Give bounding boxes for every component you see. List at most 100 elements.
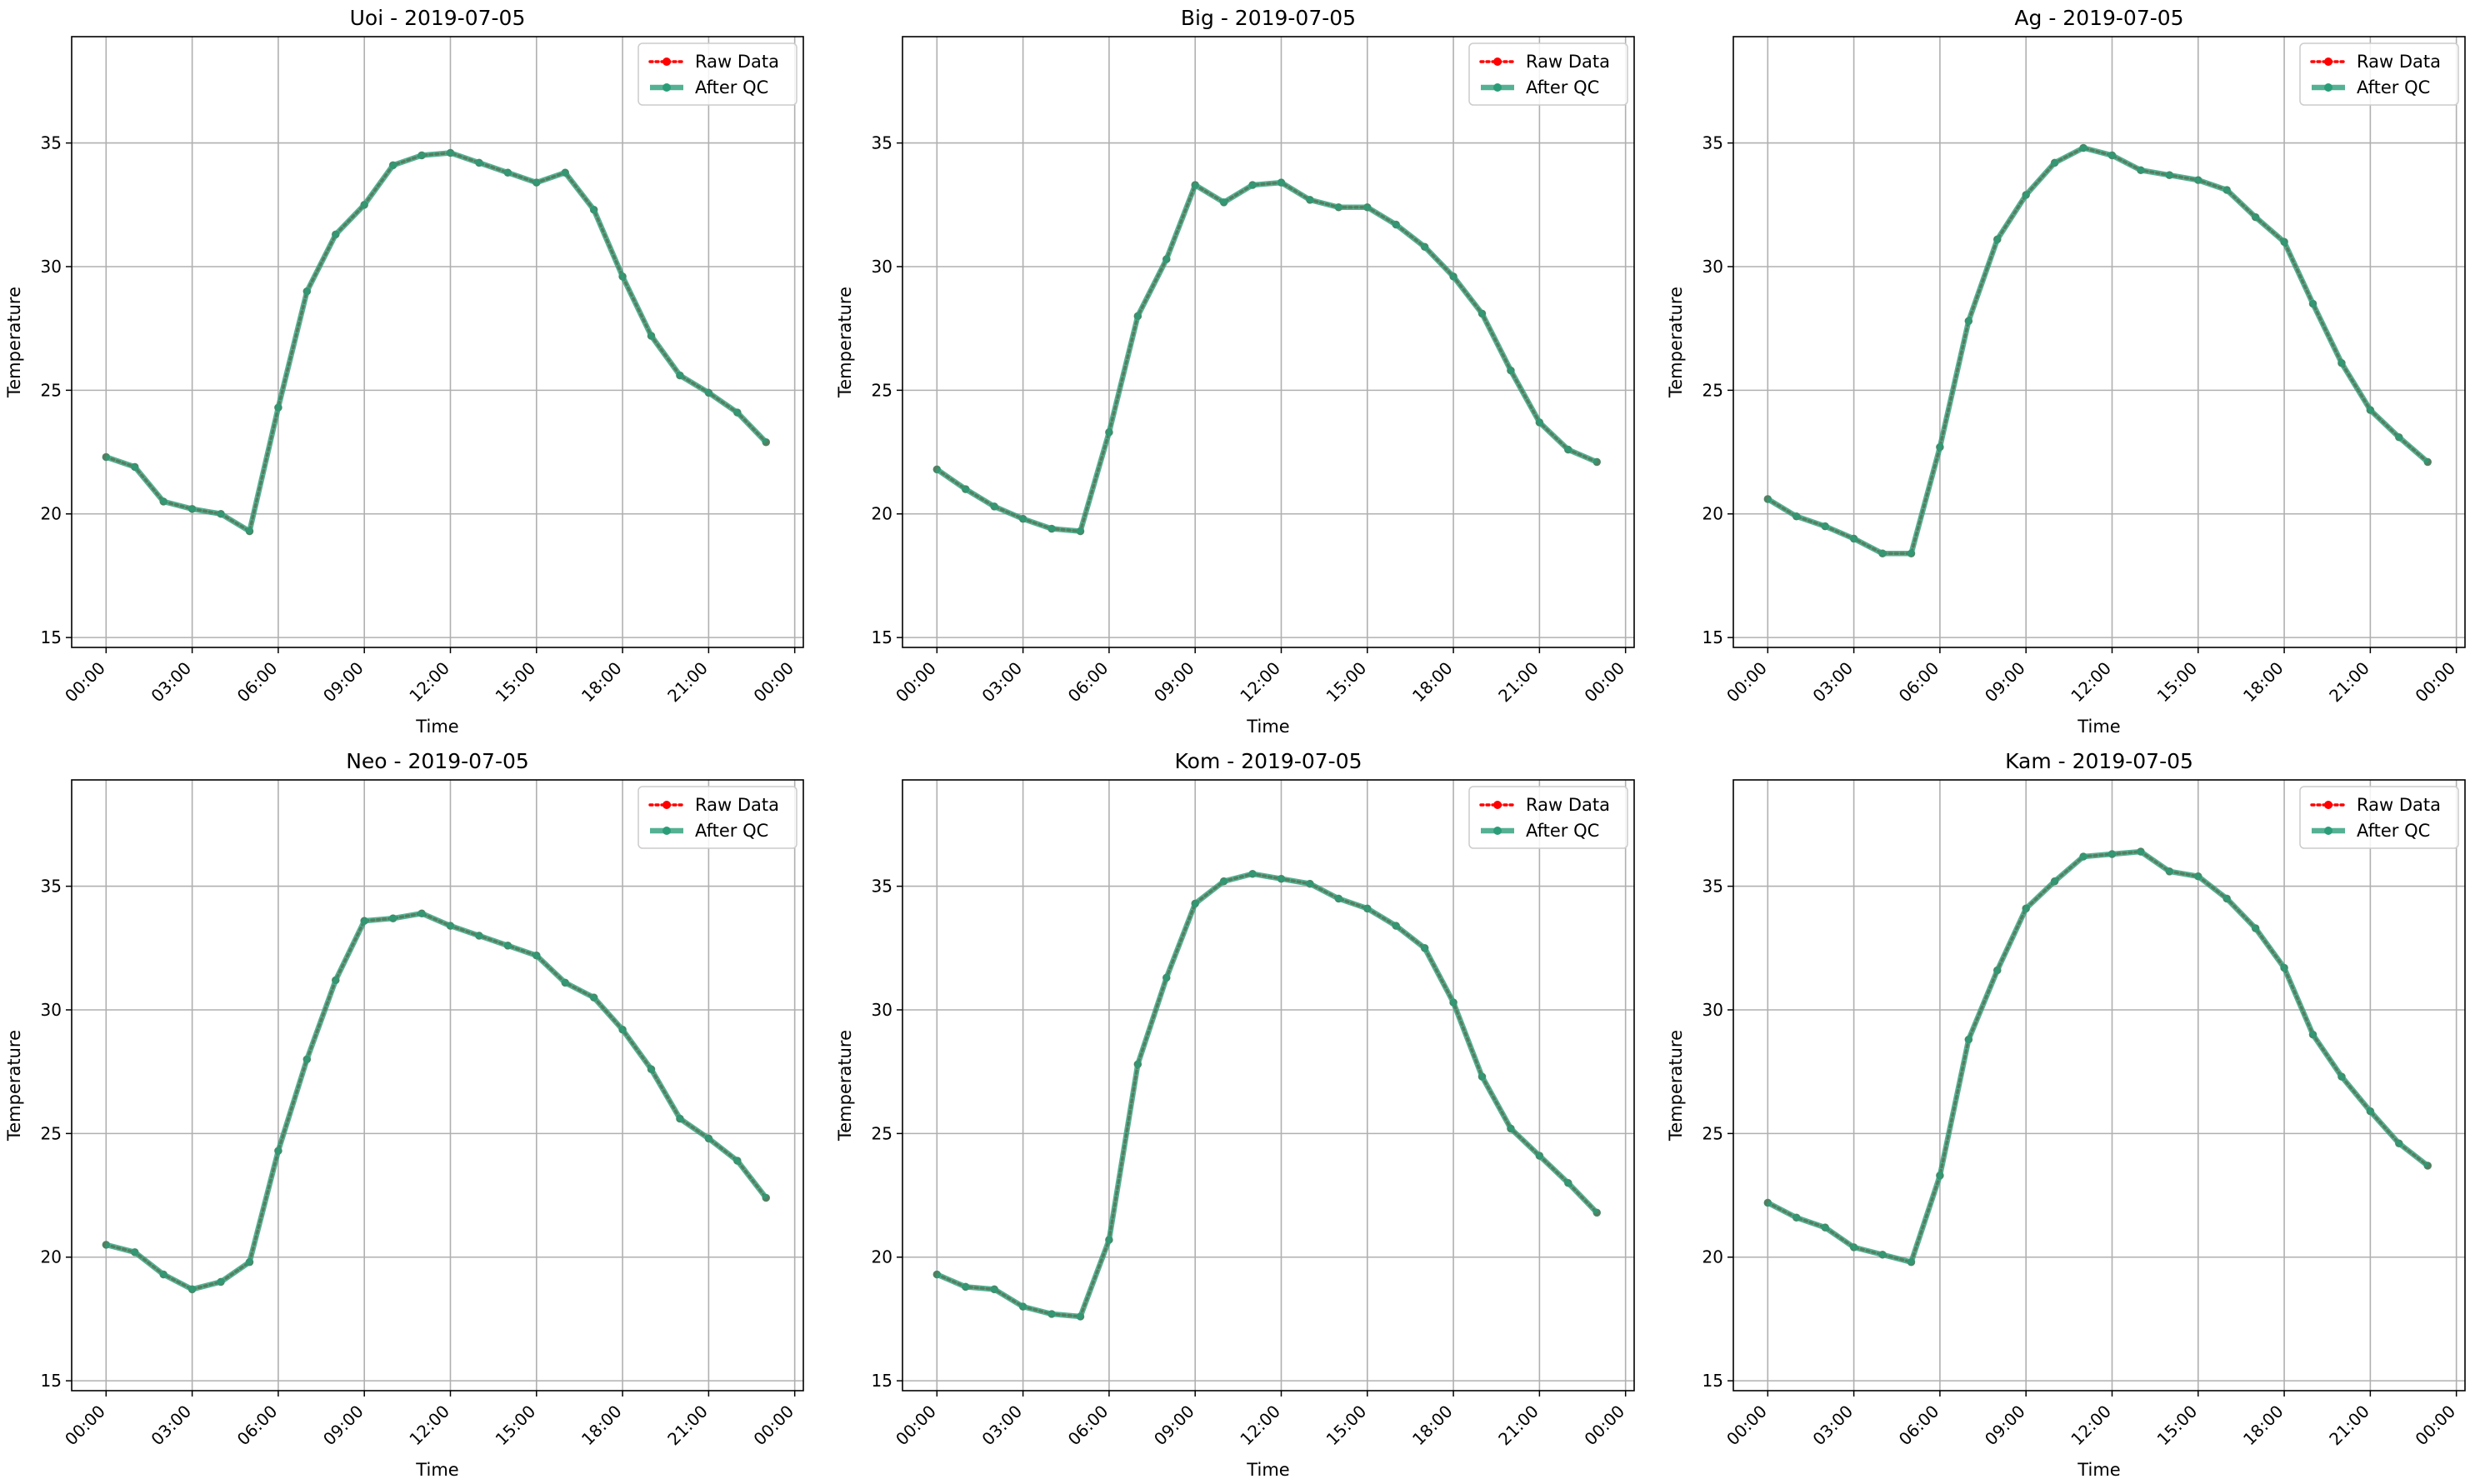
x-tick-label: 12:00 [405, 658, 453, 707]
data-point [1420, 943, 1429, 952]
data-point [1564, 1178, 1572, 1187]
data-point [2338, 358, 2346, 367]
x-tick-label: 15:00 [1322, 1402, 1371, 1450]
legend-label-raw-data: Raw Data [1526, 795, 1610, 815]
axes-frame [902, 36, 1635, 648]
legend-raw-marker [2324, 57, 2332, 66]
legend: Raw Data After QC [1468, 786, 1628, 849]
legend-label-raw-data: Raw Data [2357, 795, 2441, 815]
data-point [274, 403, 282, 412]
data-point [1535, 1152, 1544, 1160]
data-point [1076, 1312, 1085, 1321]
series-raw-data [932, 870, 1601, 1321]
data-point [418, 151, 426, 160]
x-tick-label: 15:00 [492, 1402, 540, 1450]
legend: Raw Data After QC [638, 42, 798, 106]
y-tick-label: 15 [41, 1371, 62, 1391]
x-tick-label: 21:00 [1494, 1402, 1542, 1450]
x-axis-label: Time [415, 717, 458, 737]
data-point [188, 505, 197, 513]
legend-raw-marker [1493, 57, 1502, 66]
data-point [1763, 495, 1772, 503]
legend-raw-marker [1493, 801, 1502, 809]
y-tick-label: 30 [1702, 1000, 1723, 1020]
y-tick-label: 30 [1702, 257, 1723, 277]
grid [1733, 37, 2465, 647]
x-tick-label: 15:00 [2153, 658, 2202, 707]
subplot-title: Uoi - 2019-07-05 [350, 6, 526, 30]
data-point [188, 1285, 197, 1294]
x-tick-label: 06:00 [1064, 658, 1112, 707]
data-point [2193, 176, 2202, 184]
x-tick-label: 00:00 [2411, 658, 2459, 707]
y-tick-label: 25 [1702, 380, 1723, 400]
data-point [647, 332, 656, 340]
data-point [1420, 242, 1429, 252]
data-point [647, 1065, 656, 1074]
x-tick-label: 00:00 [749, 658, 798, 707]
y-tick-label: 35 [41, 877, 62, 897]
data-point [388, 161, 398, 170]
series-line [1766, 146, 2429, 555]
x-tick-label: 15:00 [492, 658, 540, 707]
data-point [2137, 166, 2145, 175]
legend: Raw Data After QC [2299, 786, 2459, 849]
x-tick-label: 21:00 [663, 658, 712, 707]
data-point [2338, 1072, 2346, 1081]
y-axis-label: Temperature [1666, 1030, 1686, 1142]
legend: Raw Data After QC [638, 786, 798, 849]
grid [72, 780, 803, 1391]
data-point [2022, 904, 2030, 913]
subplot-4: Neo - 2019-07-05 00:00 03:00 06:00 09:00 12:0… [4, 749, 804, 1480]
subplot-2: Big - 2019-07-05 00:00 03:00 06:00 09:00 12:0… [835, 6, 1635, 737]
x-tick-label: 18:00 [578, 658, 626, 707]
data-point [1449, 272, 1458, 281]
x-tick-label: 21:00 [1494, 658, 1542, 707]
series-line [1766, 848, 2430, 1265]
data-point [1592, 457, 1602, 467]
y-tick-label: 15 [872, 627, 892, 647]
series-line [105, 911, 768, 1292]
y-tick-label: 30 [41, 257, 62, 277]
data-point [302, 1055, 312, 1064]
data-point [1592, 1208, 1602, 1217]
data-point [1018, 1302, 1028, 1311]
data-point [388, 914, 398, 922]
data-point [360, 200, 369, 209]
x-tick-label: 18:00 [2239, 658, 2288, 707]
data-point [418, 909, 426, 918]
y-tick-label: 20 [41, 504, 62, 524]
axes-frame [902, 779, 1635, 1392]
data-point [618, 272, 627, 281]
x-tick-label: 06:00 [233, 1402, 282, 1450]
data-point [1277, 874, 1286, 883]
data-point [2222, 186, 2232, 194]
legend-raw-marker [662, 57, 671, 66]
data-point [331, 230, 340, 239]
x-tick-label: 03:00 [978, 1402, 1026, 1450]
data-point [1191, 181, 1199, 189]
legend: Raw Data After QC [2299, 42, 2459, 106]
data-point [561, 978, 570, 987]
data-point [589, 205, 598, 214]
data-point [2165, 867, 2174, 876]
subplot-6: Kam - 2019-07-05 00:00 03:00 06:00 09:00 12:0… [1666, 749, 2466, 1480]
series-raw-data [102, 148, 770, 536]
data-point [704, 388, 713, 397]
data-point [676, 1114, 684, 1123]
y-tick-label: 20 [872, 504, 892, 524]
x-tick-label: 09:00 [1150, 1402, 1198, 1450]
data-point [733, 1157, 742, 1165]
x-tick-label: 00:00 [1722, 1402, 1771, 1450]
data-point [503, 942, 512, 950]
data-point [1507, 366, 1515, 375]
data-point [159, 497, 168, 506]
data-point [1936, 1172, 1944, 1180]
data-point [446, 922, 455, 930]
series-line [936, 871, 1599, 1320]
data-point [2050, 158, 2059, 167]
legend-label-after-qc: After QC [2357, 821, 2430, 841]
x-axis-label: Time [415, 1460, 458, 1480]
data-point [1792, 512, 1801, 521]
data-point [475, 158, 483, 167]
